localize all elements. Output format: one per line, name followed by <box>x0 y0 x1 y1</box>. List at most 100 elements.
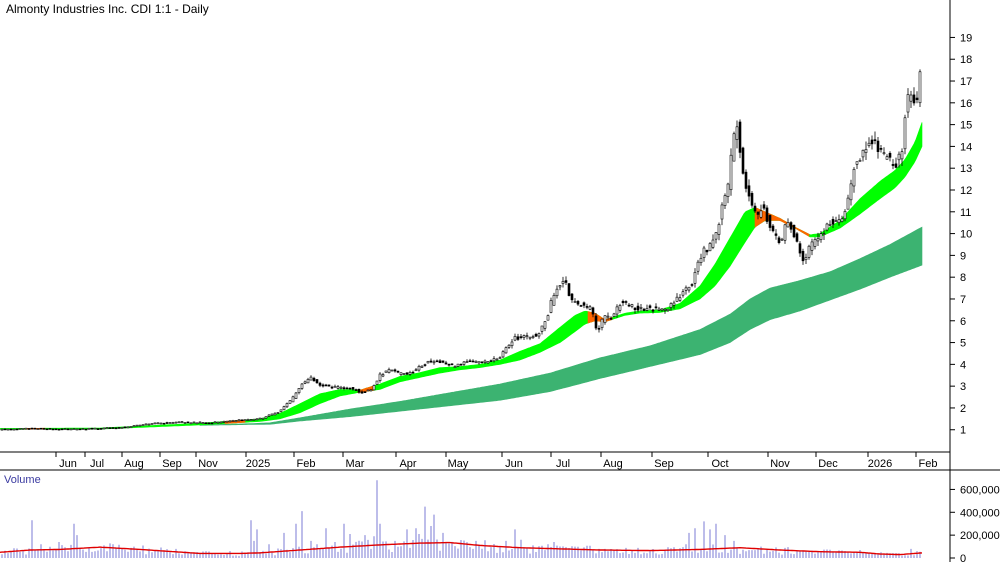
candle-body <box>159 422 163 425</box>
month-label: Feb <box>297 458 316 470</box>
month-label: Oct <box>711 458 728 470</box>
candle-body <box>390 369 394 372</box>
candle-body <box>657 308 661 311</box>
candle-body <box>810 241 814 251</box>
candle-body <box>597 328 601 330</box>
price-tick-label: 5 <box>960 338 966 350</box>
candle-body <box>795 233 799 242</box>
candle-body <box>162 422 166 425</box>
month-label: Sep <box>162 458 182 470</box>
candle-body <box>822 233 826 235</box>
candle-body <box>798 243 802 254</box>
candle-body <box>255 418 259 421</box>
candle-body <box>483 360 487 363</box>
candle-body <box>915 97 919 101</box>
candle-body <box>756 211 760 215</box>
candle-body <box>747 185 751 197</box>
candle-body <box>477 361 481 364</box>
month-label: Sep <box>654 458 674 470</box>
month-label: Aug <box>124 458 144 470</box>
candle-body <box>867 142 871 146</box>
candle-body <box>18 428 22 430</box>
candle-body <box>510 341 514 347</box>
candle-body <box>138 424 142 427</box>
candle-body <box>753 205 757 212</box>
candle-body <box>57 428 61 431</box>
candle-body <box>627 304 631 307</box>
candle-body <box>429 360 433 363</box>
candle-body <box>702 247 706 258</box>
candle-body <box>714 232 718 240</box>
candle-body <box>288 400 292 404</box>
candle-body <box>294 392 298 399</box>
candle-body <box>741 147 745 174</box>
candle-body <box>324 384 328 387</box>
candle-body <box>543 321 547 329</box>
candle-body <box>360 391 364 394</box>
candle-body <box>513 336 517 341</box>
candle-body <box>99 428 103 430</box>
candle-body <box>768 215 772 228</box>
candle-body <box>411 371 415 374</box>
candle-body <box>237 419 241 422</box>
candle-body <box>558 285 562 288</box>
candles-layer <box>0 69 922 431</box>
candle-body <box>333 385 337 388</box>
candle-body <box>570 293 574 301</box>
price-tick-label: 3 <box>960 381 966 393</box>
candle-body <box>849 183 853 201</box>
candle-body <box>381 374 385 377</box>
candle-body <box>318 382 322 386</box>
candle-body <box>786 222 790 228</box>
candle-body <box>132 425 136 427</box>
volume-tick-label: 400,000 <box>960 507 1000 519</box>
candle-body <box>327 384 331 387</box>
candle-body <box>738 121 742 153</box>
candle-body <box>204 422 208 425</box>
candle-body <box>273 412 277 416</box>
price-tick-label: 8 <box>960 272 966 284</box>
candle-body <box>828 224 832 226</box>
ribbon-band-down <box>754 206 810 237</box>
candle-body <box>435 360 439 363</box>
candle-body <box>219 421 223 424</box>
candle-body <box>906 94 910 113</box>
price-tick-label: 4 <box>960 359 966 371</box>
candle-body <box>66 428 70 431</box>
candle-body <box>27 428 31 430</box>
candle-body <box>105 427 109 429</box>
candle-body <box>153 422 157 425</box>
candle-body <box>900 151 904 160</box>
candle-body <box>717 224 721 235</box>
candle-body <box>222 421 226 423</box>
candle-body <box>384 370 388 373</box>
candle-body <box>114 427 118 430</box>
month-label: Jul <box>90 458 104 470</box>
month-label: Dec <box>818 458 838 470</box>
candle-body <box>438 360 442 363</box>
candle-body <box>729 154 733 191</box>
candle-body <box>594 315 598 329</box>
candle-body <box>684 287 688 291</box>
candle-body <box>780 238 784 241</box>
candle-body <box>117 427 121 429</box>
candle-body <box>789 222 793 230</box>
candle-body <box>450 363 454 366</box>
candle-body <box>342 387 346 389</box>
candle-body <box>216 421 220 424</box>
month-label: Mar <box>346 458 365 470</box>
candle-body <box>834 220 838 222</box>
candle-body <box>141 424 145 426</box>
candle-body <box>30 427 34 430</box>
candle-body <box>0 428 4 431</box>
candle-body <box>567 283 571 296</box>
price-tick-label: 2 <box>960 403 966 415</box>
candle-body <box>882 152 886 155</box>
candle-body <box>357 388 361 393</box>
candle-body <box>144 423 148 426</box>
candle-body <box>336 386 340 389</box>
candle-body <box>720 204 724 220</box>
month-label: Nov <box>770 458 790 470</box>
candle-body <box>246 419 250 421</box>
candle-body <box>771 225 775 232</box>
